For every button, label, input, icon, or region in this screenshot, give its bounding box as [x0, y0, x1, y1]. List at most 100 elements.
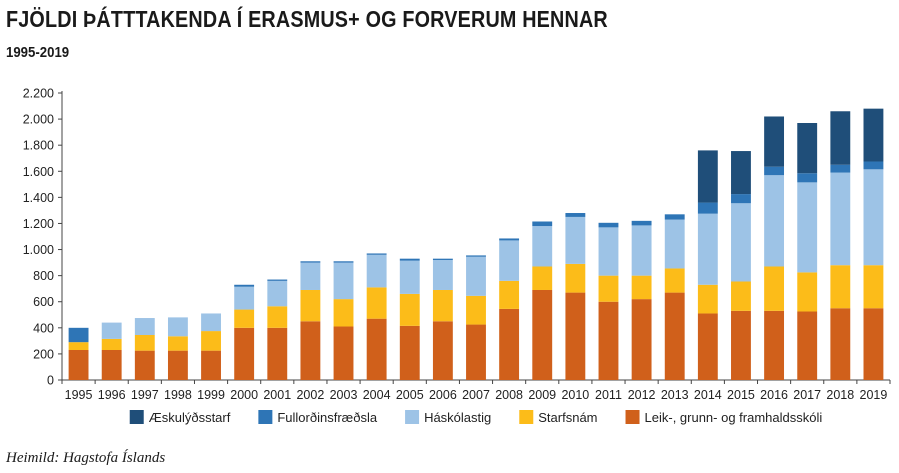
bar-segment — [797, 123, 818, 174]
y-tick-label: 800 — [33, 269, 54, 283]
bar-segment — [797, 272, 818, 312]
bar-segment — [68, 349, 89, 380]
bar-segment — [300, 261, 321, 263]
x-tick-label: 1998 — [164, 388, 192, 402]
bar-segment — [532, 226, 553, 267]
bar-segment — [631, 275, 652, 300]
bar-segment — [167, 350, 188, 380]
bar-segment — [764, 310, 785, 380]
bar-segment — [333, 261, 354, 263]
bar-segment — [664, 268, 685, 293]
bar-segment — [731, 310, 751, 380]
bar-segment — [731, 281, 751, 311]
x-tick-label: 2011 — [595, 388, 622, 402]
y-tick-label: 1.000 — [23, 243, 54, 257]
bar-segment — [863, 169, 884, 266]
bar-segment — [366, 318, 387, 380]
bar-segment — [830, 308, 851, 380]
x-tick-label: 2008 — [495, 388, 523, 402]
bar-segment — [399, 325, 420, 380]
bar-segment — [333, 299, 354, 327]
bar-segment — [830, 164, 851, 173]
bar-segment — [631, 220, 652, 226]
bar-segment — [863, 308, 884, 380]
x-tick-label: 2003 — [330, 388, 358, 402]
bar-segment — [267, 327, 288, 380]
bar-segment — [731, 203, 751, 282]
bar-segment — [565, 213, 586, 217]
bar-segment — [101, 322, 122, 339]
x-tick-label: 1997 — [131, 388, 159, 402]
bar-segment — [863, 108, 884, 162]
legend-swatch — [258, 410, 273, 424]
bar-segment — [598, 301, 619, 380]
bar-segment — [134, 334, 155, 351]
bar-segment — [664, 214, 685, 220]
bar-segment — [201, 331, 221, 351]
bar-segment — [697, 313, 718, 380]
bar-segment — [764, 175, 785, 267]
y-tick-label: 2.000 — [23, 113, 54, 127]
bar-segment — [764, 266, 785, 311]
bar-segment — [333, 262, 354, 300]
bar-segment — [234, 309, 255, 328]
legend-label: Fullorðinsfræðsla — [277, 410, 377, 425]
chart-subtitle: 1995-2019 — [6, 44, 70, 61]
bar-segment — [532, 266, 553, 290]
bar-segment — [399, 258, 420, 261]
x-tick-label: 2005 — [396, 388, 424, 402]
source-note: Heimild: Hagstofa Íslands — [6, 450, 166, 466]
bar-segment — [68, 327, 89, 343]
legend-label: Háskólastig — [424, 410, 491, 425]
bar-segment — [830, 172, 851, 266]
y-tick-label: 2.200 — [23, 87, 54, 101]
bar-segment — [565, 216, 586, 264]
x-tick-label: 2000 — [230, 388, 258, 402]
bar-segment — [300, 262, 321, 290]
x-tick-label: 2001 — [263, 388, 291, 402]
x-tick-label: 2007 — [462, 388, 490, 402]
bar-segment — [697, 284, 718, 314]
bar-segment — [101, 349, 122, 380]
bar-segment — [399, 293, 420, 326]
bar-segment — [300, 289, 321, 322]
bar-segment — [830, 111, 851, 165]
bar-segment — [234, 286, 255, 310]
bar-segment — [499, 308, 520, 380]
y-tick-label: 400 — [33, 321, 54, 335]
bar-segment — [664, 292, 685, 380]
bar-segment — [499, 280, 520, 309]
bar-segment — [731, 194, 751, 204]
bar-segment — [863, 161, 884, 170]
bar-segment — [466, 256, 486, 296]
bar-segment — [366, 253, 387, 255]
bar-segment — [466, 255, 486, 257]
bar-segment — [797, 182, 818, 273]
bar-segment — [863, 265, 884, 309]
bar-segment — [234, 327, 255, 380]
legend-label: Æskulýðsstarf — [149, 410, 231, 425]
x-tick-label: 2002 — [296, 388, 324, 402]
x-tick-label: 2013 — [661, 388, 689, 402]
bar-segment — [167, 336, 188, 351]
x-tick-label: 1999 — [197, 388, 225, 402]
bar-segment — [764, 116, 785, 167]
x-tick-label: 2006 — [429, 388, 457, 402]
legend-label: Leik-, grunn- og framhaldsskóli — [645, 410, 823, 425]
y-tick-label: 1.400 — [23, 191, 54, 205]
y-tick-label: 1.600 — [23, 165, 54, 179]
bar-segment — [764, 166, 785, 176]
y-tick-label: 200 — [33, 347, 54, 361]
x-tick-label: 1996 — [98, 388, 126, 402]
bar-segment — [565, 263, 586, 293]
bar-segment — [466, 324, 486, 380]
bar-segment — [664, 219, 685, 269]
bar-segment — [598, 222, 619, 228]
y-tick-label: 1.800 — [23, 139, 54, 153]
bar-segment — [532, 221, 553, 227]
bar-segment — [134, 350, 155, 380]
x-tick-label: 2019 — [860, 388, 888, 402]
bar-segment — [167, 317, 188, 337]
bar-segment — [201, 350, 221, 380]
